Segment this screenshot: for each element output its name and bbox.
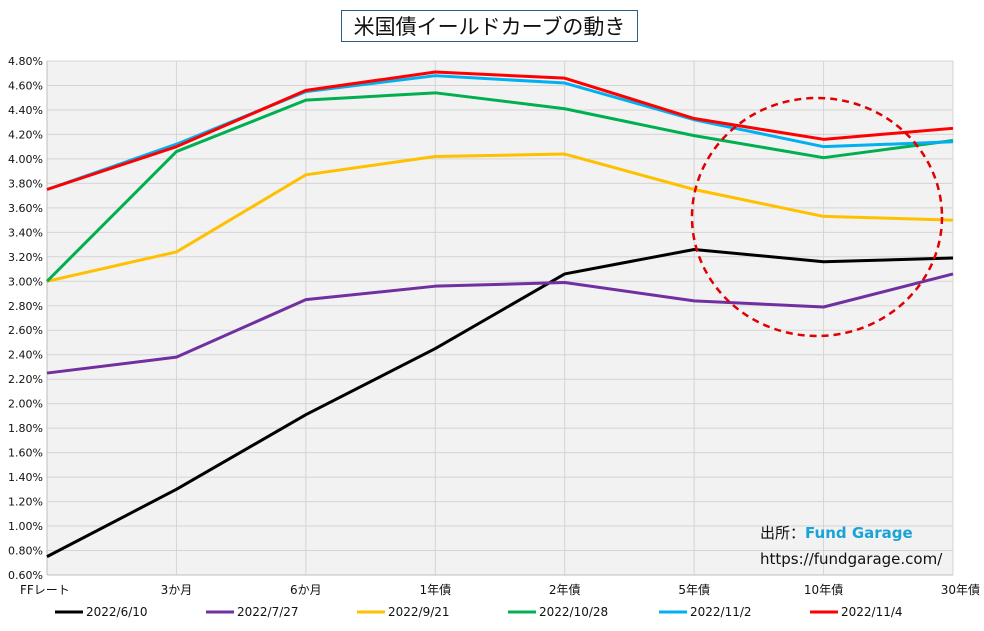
y-tick-label: 2.20% bbox=[8, 373, 43, 386]
y-tick-label: 4.60% bbox=[8, 79, 43, 92]
source-brand: Fund Garage bbox=[805, 524, 913, 542]
series-line-2022/9/21 bbox=[46, 152, 954, 283]
legend-label: 2022/9/21 bbox=[388, 605, 450, 619]
series-lines bbox=[45, 70, 954, 558]
y-axis-tick-labels: 0.60% 0.80% 1.00% 1.20% 1.40% 1.60% 1.80% 2.00%… bbox=[8, 55, 43, 582]
x-axis-tick-labels: FFレート 3か月 6か月 1年債 2年債 5年債 10年債 30年債 bbox=[20, 582, 980, 597]
y-tick-label: 1.00% bbox=[8, 520, 43, 533]
y-tick-label: 2.00% bbox=[8, 398, 43, 411]
y-tick-label: 1.40% bbox=[8, 471, 43, 484]
y-tick-label: 4.20% bbox=[8, 128, 43, 141]
y-tick-label: 2.60% bbox=[8, 324, 43, 337]
x-tick-label: 2年債 bbox=[549, 582, 581, 597]
series-line-2022/7/27 bbox=[46, 272, 954, 375]
x-tick-label: 6か月 bbox=[290, 583, 322, 597]
y-tick-label: 3.40% bbox=[8, 226, 43, 239]
y-tick-label: 2.40% bbox=[8, 349, 43, 362]
series-line-2022/11/4 bbox=[46, 70, 954, 191]
legend-label: 2022/10/28 bbox=[539, 605, 608, 619]
source-label: 出所： bbox=[760, 524, 806, 542]
x-tick-label: FFレート bbox=[20, 583, 70, 597]
legend: 2022/6/10 2022/7/27 2022/9/21 2022/10/28 202… bbox=[55, 605, 903, 619]
plot-area bbox=[47, 61, 953, 575]
highlight-dashed-circle bbox=[690, 96, 944, 338]
y-tick-label: 1.60% bbox=[8, 447, 43, 460]
y-tick-label: 1.80% bbox=[8, 422, 43, 435]
legend-label: 2022/7/27 bbox=[237, 605, 299, 619]
y-tick-label: 4.40% bbox=[8, 104, 43, 117]
series-line-2022/10/28 bbox=[45, 91, 954, 283]
y-tick-label: 3.20% bbox=[8, 251, 43, 264]
legend-label: 2022/11/2 bbox=[690, 605, 752, 619]
y-tick-label: 3.60% bbox=[8, 202, 43, 215]
y-tick-label: 3.80% bbox=[8, 177, 43, 190]
x-tick-label: 10年債 bbox=[804, 582, 843, 597]
y-tick-label: 2.80% bbox=[8, 300, 43, 313]
y-tick-label: 0.80% bbox=[8, 545, 43, 558]
x-tick-label: 1年債 bbox=[419, 582, 451, 597]
y-tick-label: 3.00% bbox=[8, 275, 43, 288]
series-line-2022/6/10 bbox=[46, 247, 954, 558]
x-tick-label: 3か月 bbox=[161, 583, 193, 597]
legend-label: 2022/6/10 bbox=[86, 605, 148, 619]
x-tick-label: 30年債 bbox=[941, 582, 980, 597]
source-credit: 出所：Fund Garage bbox=[760, 522, 913, 543]
source-url: https://fundgarage.com/ bbox=[760, 550, 943, 568]
series-line-2022/11/2 bbox=[46, 74, 954, 191]
y-tick-label: 1.20% bbox=[8, 496, 43, 509]
x-tick-label: 5年債 bbox=[678, 582, 710, 597]
y-tick-label: 4.00% bbox=[8, 153, 43, 166]
legend-label: 2022/11/4 bbox=[841, 605, 903, 619]
chart-title: 米国債イールドカーブの動き bbox=[341, 10, 638, 42]
y-tick-label: 4.80% bbox=[8, 55, 43, 68]
y-tick-label: 0.60% bbox=[8, 569, 43, 582]
